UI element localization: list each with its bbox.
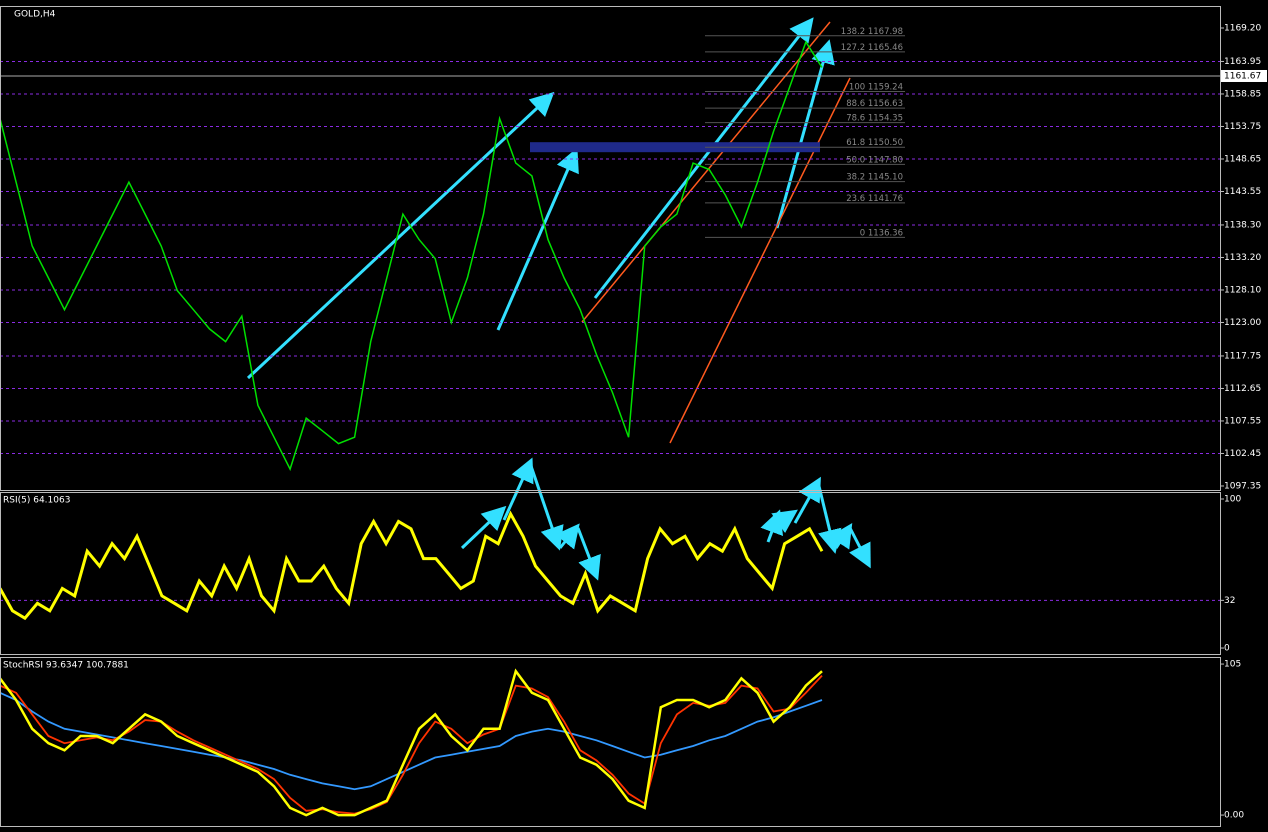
y-tick-label: 1128.10: [1224, 285, 1261, 295]
fib-level: 23.6: [846, 193, 865, 203]
fib-label: 61.8 1150.50: [846, 138, 903, 148]
y-tick-label: 1148.65: [1224, 154, 1261, 164]
fib-label: 127.2 1165.46: [841, 42, 903, 52]
y-tick-label: 100: [1224, 495, 1241, 505]
data-line: [0, 510, 824, 621]
y-tick-label: 0: [1224, 644, 1230, 654]
current-price-label: 1161.67: [1224, 71, 1261, 81]
data-line: [0, 691, 823, 791]
fib-label: 100 1159.24: [849, 82, 903, 92]
fib-label: 23.6 1141.76: [846, 193, 903, 203]
fib-level: 127.2: [841, 42, 865, 52]
y-tick-label: 1158.85: [1224, 89, 1261, 99]
data-line: [0, 40, 823, 472]
fib-price: 1154.35: [868, 113, 903, 123]
y-tick-label: 1169.20: [1224, 23, 1261, 33]
fib-price: 1136.36: [868, 228, 903, 238]
current-price-box: [1221, 69, 1267, 82]
trend-lines: [581, 21, 851, 444]
y-tick-label: 32: [1224, 596, 1235, 606]
fib-zone: [530, 142, 820, 153]
y-tick-label: 1123.00: [1224, 318, 1261, 328]
y-tick-label: 1133.20: [1224, 253, 1261, 263]
y-tick-label: 1153.75: [1224, 122, 1261, 132]
fib-level: 138.2: [841, 26, 865, 36]
fib-level: 78.6: [846, 113, 865, 123]
panel-title: StochRSI 93.6347 100.7881: [3, 661, 129, 671]
y-tick-label: 1107.55: [1224, 416, 1261, 426]
data-line: [0, 668, 823, 817]
fib-level: 61.8: [846, 138, 865, 148]
fib-price: 1156.63: [868, 99, 903, 109]
fib-level: 100: [849, 82, 865, 92]
panel-title: GOLD,H4: [14, 10, 56, 20]
panel-frames: [0, 6, 1221, 827]
fib-label: 138.2 1167.98: [841, 26, 903, 36]
fib-price: 1150.50: [868, 138, 903, 148]
fib-level: 50.0: [846, 155, 865, 165]
fib-level: 38.2: [846, 172, 865, 182]
y-tick-label: 1097.35: [1224, 481, 1261, 491]
panel-title: RSI(5) 64.1063: [3, 496, 70, 506]
fib-price: 1145.10: [868, 172, 903, 182]
y-tick-label: 105: [1224, 660, 1241, 670]
fib-label: 0 1136.36: [860, 228, 903, 238]
fib-label: 88.6 1156.63: [846, 99, 903, 109]
fib-price: 1165.46: [868, 42, 903, 52]
annotation-arrows: [246, 17, 871, 581]
y-tick-label: 1102.45: [1224, 449, 1261, 459]
y-tick-label: 1112.65: [1224, 384, 1261, 394]
fib-level: 88.6: [846, 99, 865, 109]
fib-level: 0: [860, 228, 865, 238]
y-tick-label: 1143.55: [1224, 187, 1261, 197]
fib-price: 1167.98: [868, 26, 903, 36]
fib-label: 78.6 1154.35: [846, 113, 903, 123]
y-tick-label: 1117.75: [1224, 351, 1261, 361]
fib-price: 1141.76: [868, 193, 903, 203]
fib-price: 1147.80: [868, 155, 903, 165]
y-tick-label: 0.00: [1224, 811, 1244, 821]
fib-label: 50.0 1147.80: [846, 155, 903, 165]
fib-label: 38.2 1145.10: [846, 172, 903, 182]
y-tick-label: 1163.95: [1224, 57, 1261, 67]
fib-price: 1159.24: [868, 82, 903, 92]
data-line: [0, 674, 823, 815]
y-tick-label: 1138.30: [1224, 220, 1261, 230]
